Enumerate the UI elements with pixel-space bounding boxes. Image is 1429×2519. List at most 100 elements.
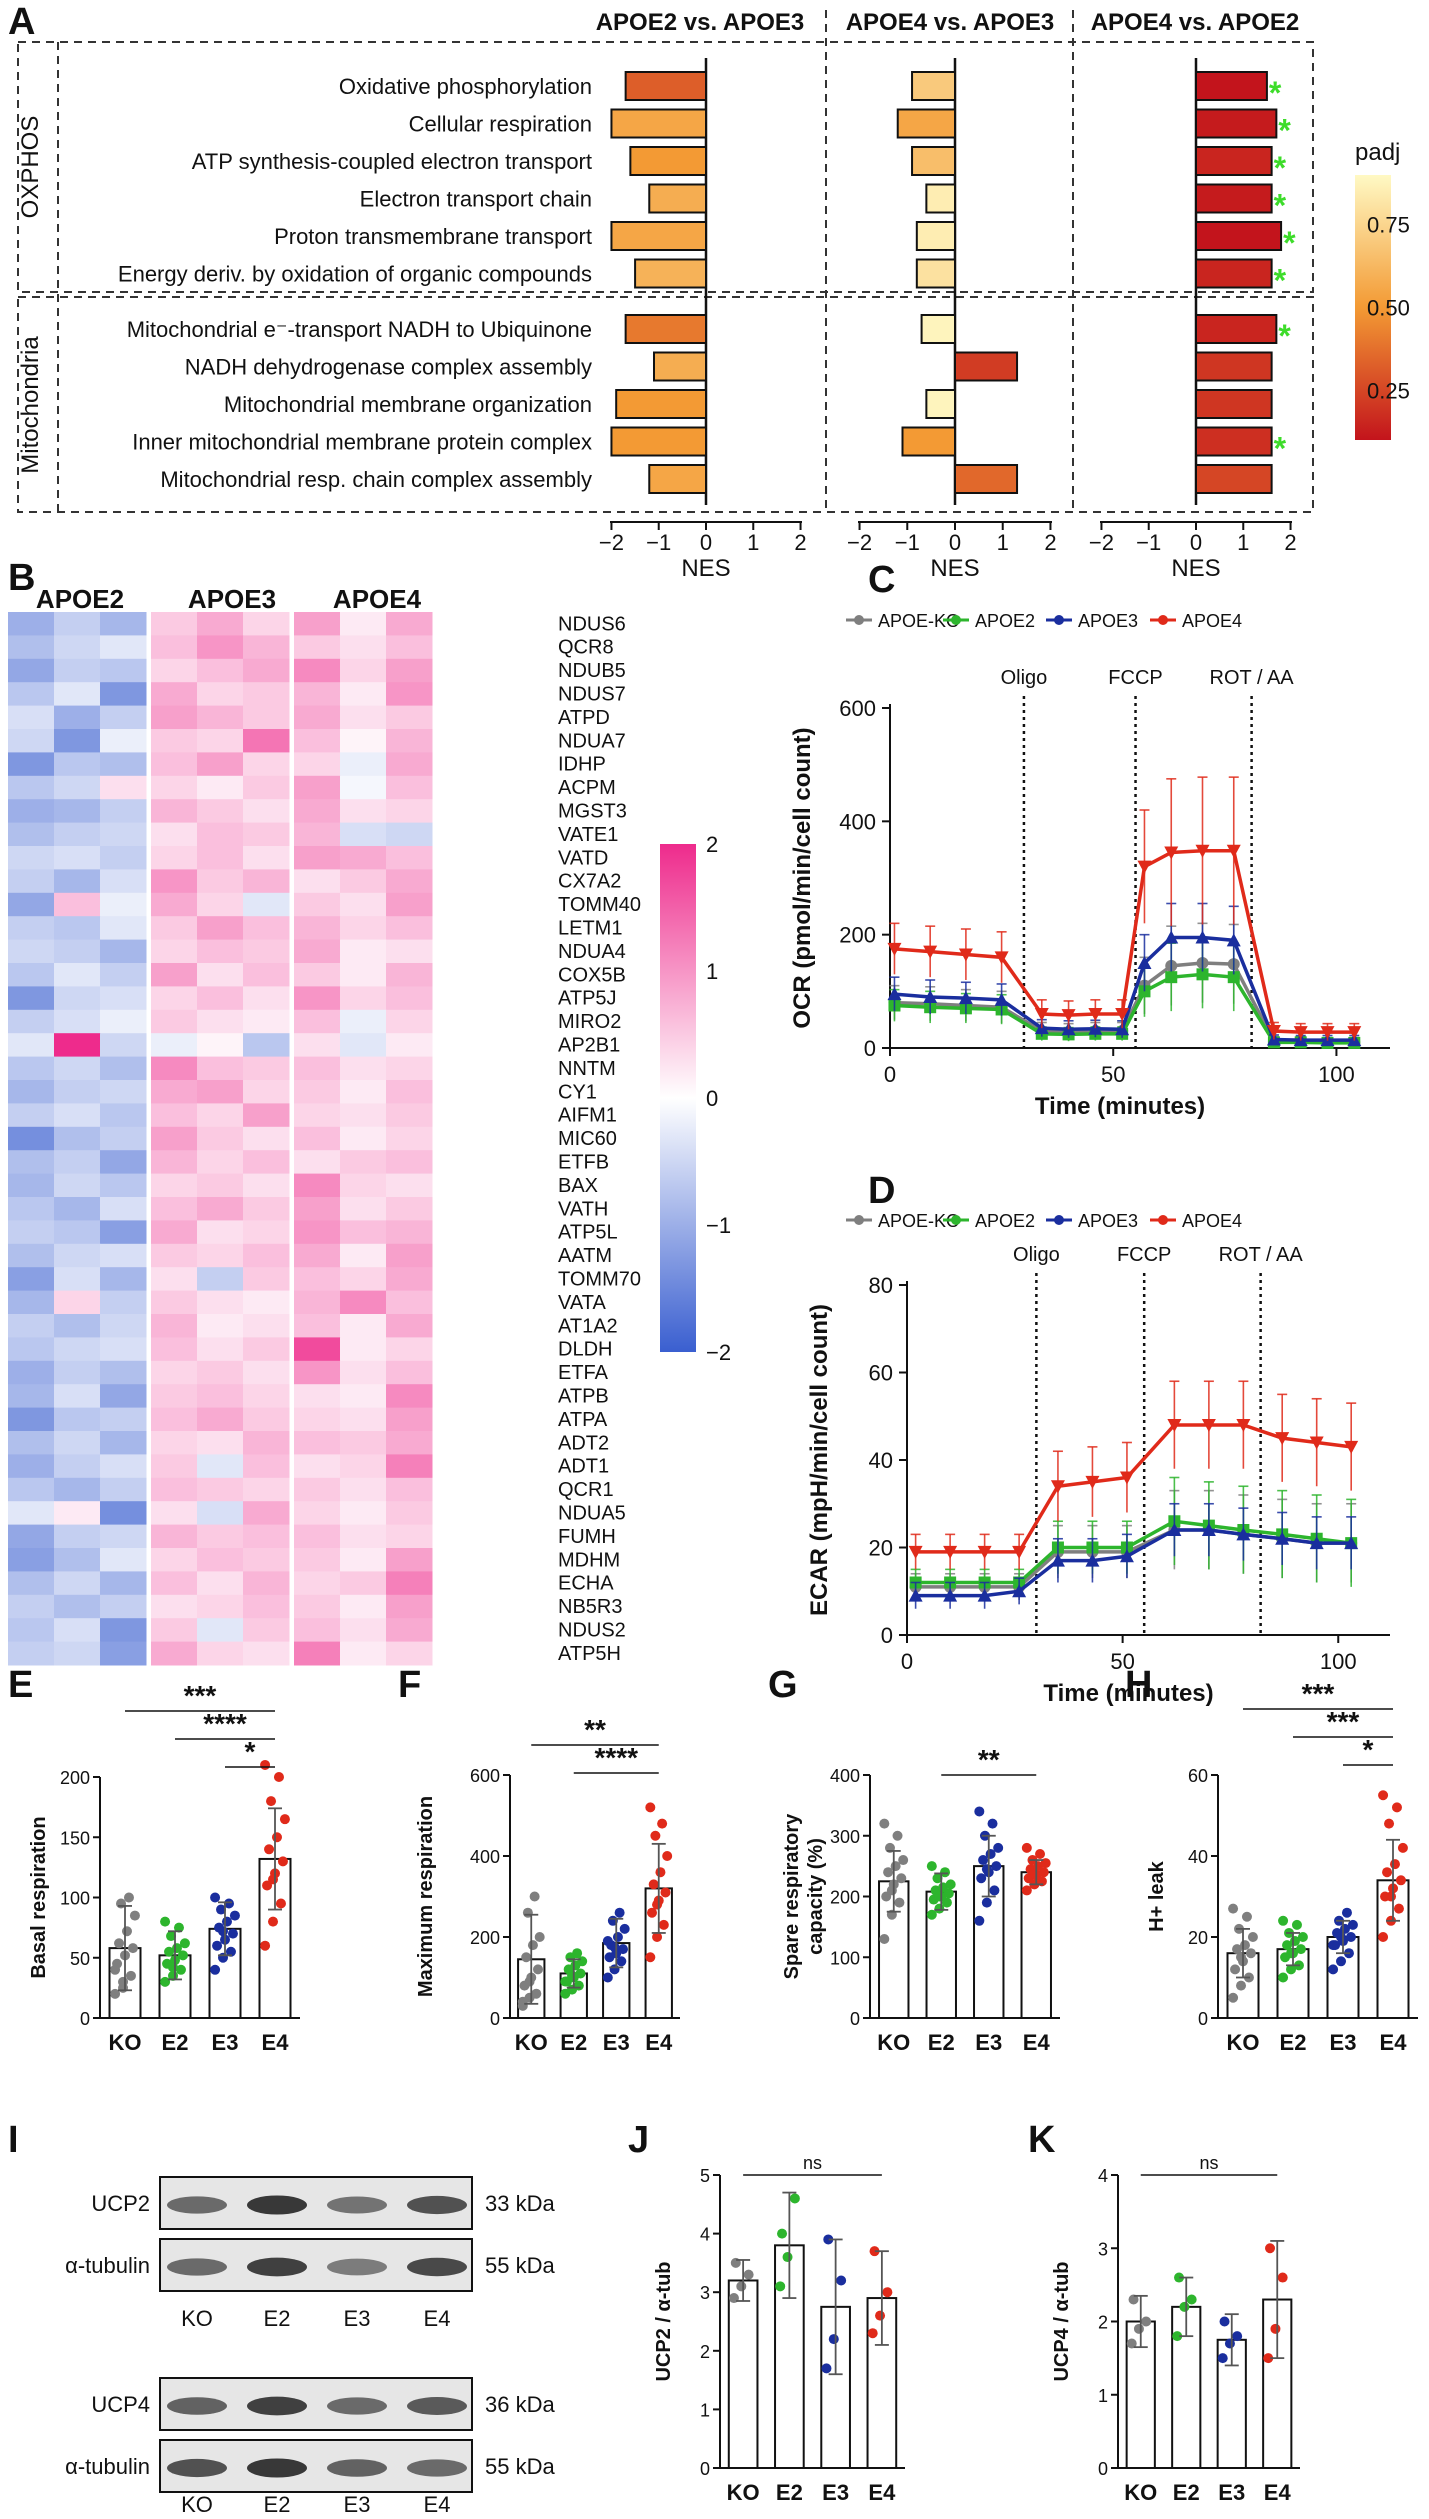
heat-cell — [386, 822, 433, 847]
data-point — [1291, 1919, 1302, 1930]
data-point — [1172, 2331, 1183, 2342]
heat-cell — [340, 1384, 387, 1409]
heat-cell — [54, 799, 101, 824]
series-line — [894, 935, 1355, 1042]
heat-cell — [100, 963, 147, 987]
heat-cell — [243, 1431, 290, 1455]
significance-star: * — [1274, 263, 1287, 299]
heat-cell — [151, 1571, 198, 1596]
heat-cell — [54, 1290, 101, 1315]
colorbar-tick-label: 0.50 — [1367, 296, 1410, 321]
heat-cell — [243, 1571, 290, 1596]
heat-cell — [197, 1454, 244, 1479]
data-point — [1232, 1944, 1243, 1955]
heat-cell — [386, 1243, 433, 1268]
significance-label: **** — [203, 1708, 247, 1739]
heat-cell — [100, 869, 147, 894]
heat-cell — [197, 1524, 244, 1549]
x-tick-label: 50 — [1110, 1649, 1134, 1674]
heat-cell — [100, 1314, 147, 1338]
data-point — [1286, 1948, 1297, 1959]
gene-label: CY1 — [558, 1081, 597, 1103]
panel-letter-E: E — [8, 1664, 33, 1706]
heat-cell — [197, 635, 244, 660]
legend-label: APOE3 — [1078, 1211, 1138, 1231]
padj-colorbar — [1355, 175, 1391, 440]
data-point — [1224, 2338, 1235, 2349]
heat-cell — [294, 1314, 341, 1338]
series-marker — [1227, 971, 1240, 984]
y-tick-label: 400 — [470, 1847, 500, 1867]
x-axis-label: NES — [681, 555, 730, 582]
panel-letter-B: B — [8, 557, 35, 599]
heat-cell — [243, 939, 290, 964]
heat-cell — [8, 1384, 55, 1409]
lane-label: E3 — [344, 2492, 371, 2517]
heat-cell — [386, 1548, 433, 1572]
x-tick-label: KO — [727, 2480, 760, 2505]
x-tick-label: KO — [877, 2030, 910, 2055]
heat-cell — [340, 892, 387, 917]
y-tick-label: 300 — [830, 1827, 860, 1847]
x-tick-label: E3 — [1218, 2480, 1245, 2505]
data-point — [225, 1946, 236, 1957]
data-point — [1029, 1868, 1040, 1879]
heat-cell — [54, 939, 101, 964]
heat-cell — [151, 1618, 198, 1643]
nes-bar — [653, 351, 707, 382]
series-marker — [1115, 1008, 1130, 1021]
heat-cell — [151, 1009, 198, 1034]
series-marker — [1119, 1471, 1134, 1485]
series-marker — [1275, 1432, 1290, 1446]
data-point — [1141, 2316, 1152, 2327]
series-marker — [1201, 1523, 1216, 1536]
heat-cell — [340, 963, 387, 987]
heat-cell — [243, 1173, 290, 1198]
data-point — [121, 1926, 132, 1937]
data-point — [1265, 2243, 1276, 2254]
panel-panelG: 0 100 200 300 400 KO E2 E3 E4 Spare respiratory ca… — [781, 1744, 1060, 2055]
data-point — [216, 1904, 227, 1915]
data-point — [1386, 1891, 1397, 1902]
nes-bar — [1195, 426, 1273, 457]
heat-cell — [294, 1243, 341, 1268]
injection-label: Oligo — [1013, 1244, 1060, 1266]
data-point — [617, 1944, 628, 1955]
heat-cell — [197, 1384, 244, 1409]
y-tick-label: 0 — [490, 2009, 500, 2029]
heat-cell — [294, 1594, 341, 1619]
data-point — [775, 2281, 786, 2292]
gene-label: FUMH — [558, 1526, 616, 1548]
x-tick-label: −2 — [847, 530, 872, 555]
heat-cell — [243, 822, 290, 847]
heat-cell — [100, 1571, 147, 1596]
nes-bar — [1195, 183, 1273, 214]
heat-cell — [151, 1173, 198, 1198]
heat-cell — [340, 916, 387, 941]
heat-cell — [340, 1009, 387, 1034]
heat-cell — [8, 846, 55, 870]
injection-label: ROT / AA — [1219, 1244, 1304, 1266]
y-tick-label: 600 — [470, 1766, 500, 1786]
heat-cell — [243, 612, 290, 636]
heat-cell — [54, 729, 101, 753]
heat-cell — [54, 1571, 101, 1596]
heat-cell — [294, 1360, 341, 1385]
data-point — [129, 1910, 140, 1921]
heat-cell — [197, 1501, 244, 1526]
nes-bar — [610, 108, 707, 139]
data-point — [882, 2287, 893, 2298]
x-tick-label: 0 — [884, 1062, 896, 1087]
blot-label: α-tubulin — [65, 2253, 150, 2278]
data-point — [1282, 1940, 1293, 1951]
y-axis-label: OCR (pmol/min/cell count) — [789, 727, 816, 1028]
data-point — [1174, 2272, 1185, 2283]
data-point — [1228, 1992, 1239, 2003]
nes-bar — [1195, 146, 1273, 176]
heat-cell — [100, 1197, 147, 1221]
lane-label: KO — [181, 2492, 213, 2517]
heat-cell — [100, 1290, 147, 1315]
heat-cell — [8, 1360, 55, 1385]
data-point — [886, 1885, 897, 1896]
heat-cell — [243, 682, 290, 707]
